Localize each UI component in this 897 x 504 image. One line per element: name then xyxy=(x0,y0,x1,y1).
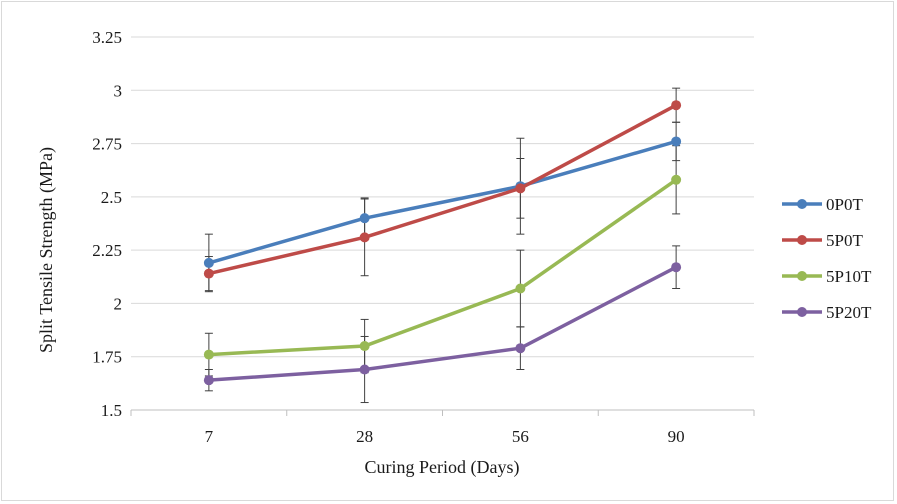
series-line-5P20T xyxy=(208,265,677,382)
data-point-5P10T xyxy=(359,341,370,352)
series-line-5P10T xyxy=(208,178,678,357)
data-point-5P10T xyxy=(515,283,526,294)
legend-marker xyxy=(797,235,807,245)
data-point-5P20T xyxy=(203,375,214,386)
series-lines xyxy=(203,100,682,386)
data-point-5P20T xyxy=(671,262,682,273)
data-point-0P0T xyxy=(359,213,370,224)
y-tick-label: 3.25 xyxy=(92,28,122,47)
data-point-5P0T xyxy=(671,100,682,111)
legend-label: 0P0T xyxy=(826,195,863,214)
legend-label: 5P10T xyxy=(826,267,872,286)
data-point-0P0T xyxy=(671,136,682,147)
legend-marker xyxy=(797,271,807,281)
legend-marker xyxy=(797,307,807,317)
data-point-5P10T xyxy=(203,349,214,360)
y-tick-label: 2.75 xyxy=(92,135,122,154)
data-point-5P20T xyxy=(515,343,526,354)
axes xyxy=(130,409,755,416)
legend-label: 5P20T xyxy=(826,303,872,322)
y-tick-label: 1.75 xyxy=(92,348,122,367)
y-tick-label: 2.25 xyxy=(92,241,122,260)
y-tick-label: 1.5 xyxy=(101,401,122,420)
x-tick-label: 28 xyxy=(356,427,373,446)
data-point-5P20T xyxy=(359,364,370,375)
x-tick-label: 90 xyxy=(668,427,685,446)
y-tick-labels: 1.5 1.75 2 2.25 2.5 2.75 3 3.25 xyxy=(92,28,122,420)
data-point-0P0T xyxy=(203,257,214,268)
data-point-5P0T xyxy=(359,232,370,243)
x-tick-label: 56 xyxy=(512,427,529,446)
data-point-5P0T xyxy=(515,183,526,194)
x-tick-label: 7 xyxy=(205,427,214,446)
series-line-0P0T xyxy=(208,139,677,265)
x-tick-labels: 7 28 56 90 xyxy=(205,427,685,446)
legend: 0P0T 5P0T 5P10T 5P20T xyxy=(782,195,872,322)
data-point-5P0T xyxy=(203,268,214,279)
x-axis-title: Curing Period (Days) xyxy=(365,457,520,478)
y-tick-label: 2 xyxy=(114,294,123,313)
legend-label: 5P0T xyxy=(826,231,863,250)
series-line-5P0T xyxy=(208,103,677,276)
legend-marker xyxy=(797,199,807,209)
y-tick-label: 3 xyxy=(114,81,123,100)
data-point-5P10T xyxy=(671,174,682,185)
gridlines xyxy=(131,36,754,358)
y-axis-title: Split Tensile Strength (MPa) xyxy=(36,147,57,353)
y-tick-label: 2.5 xyxy=(101,188,122,207)
